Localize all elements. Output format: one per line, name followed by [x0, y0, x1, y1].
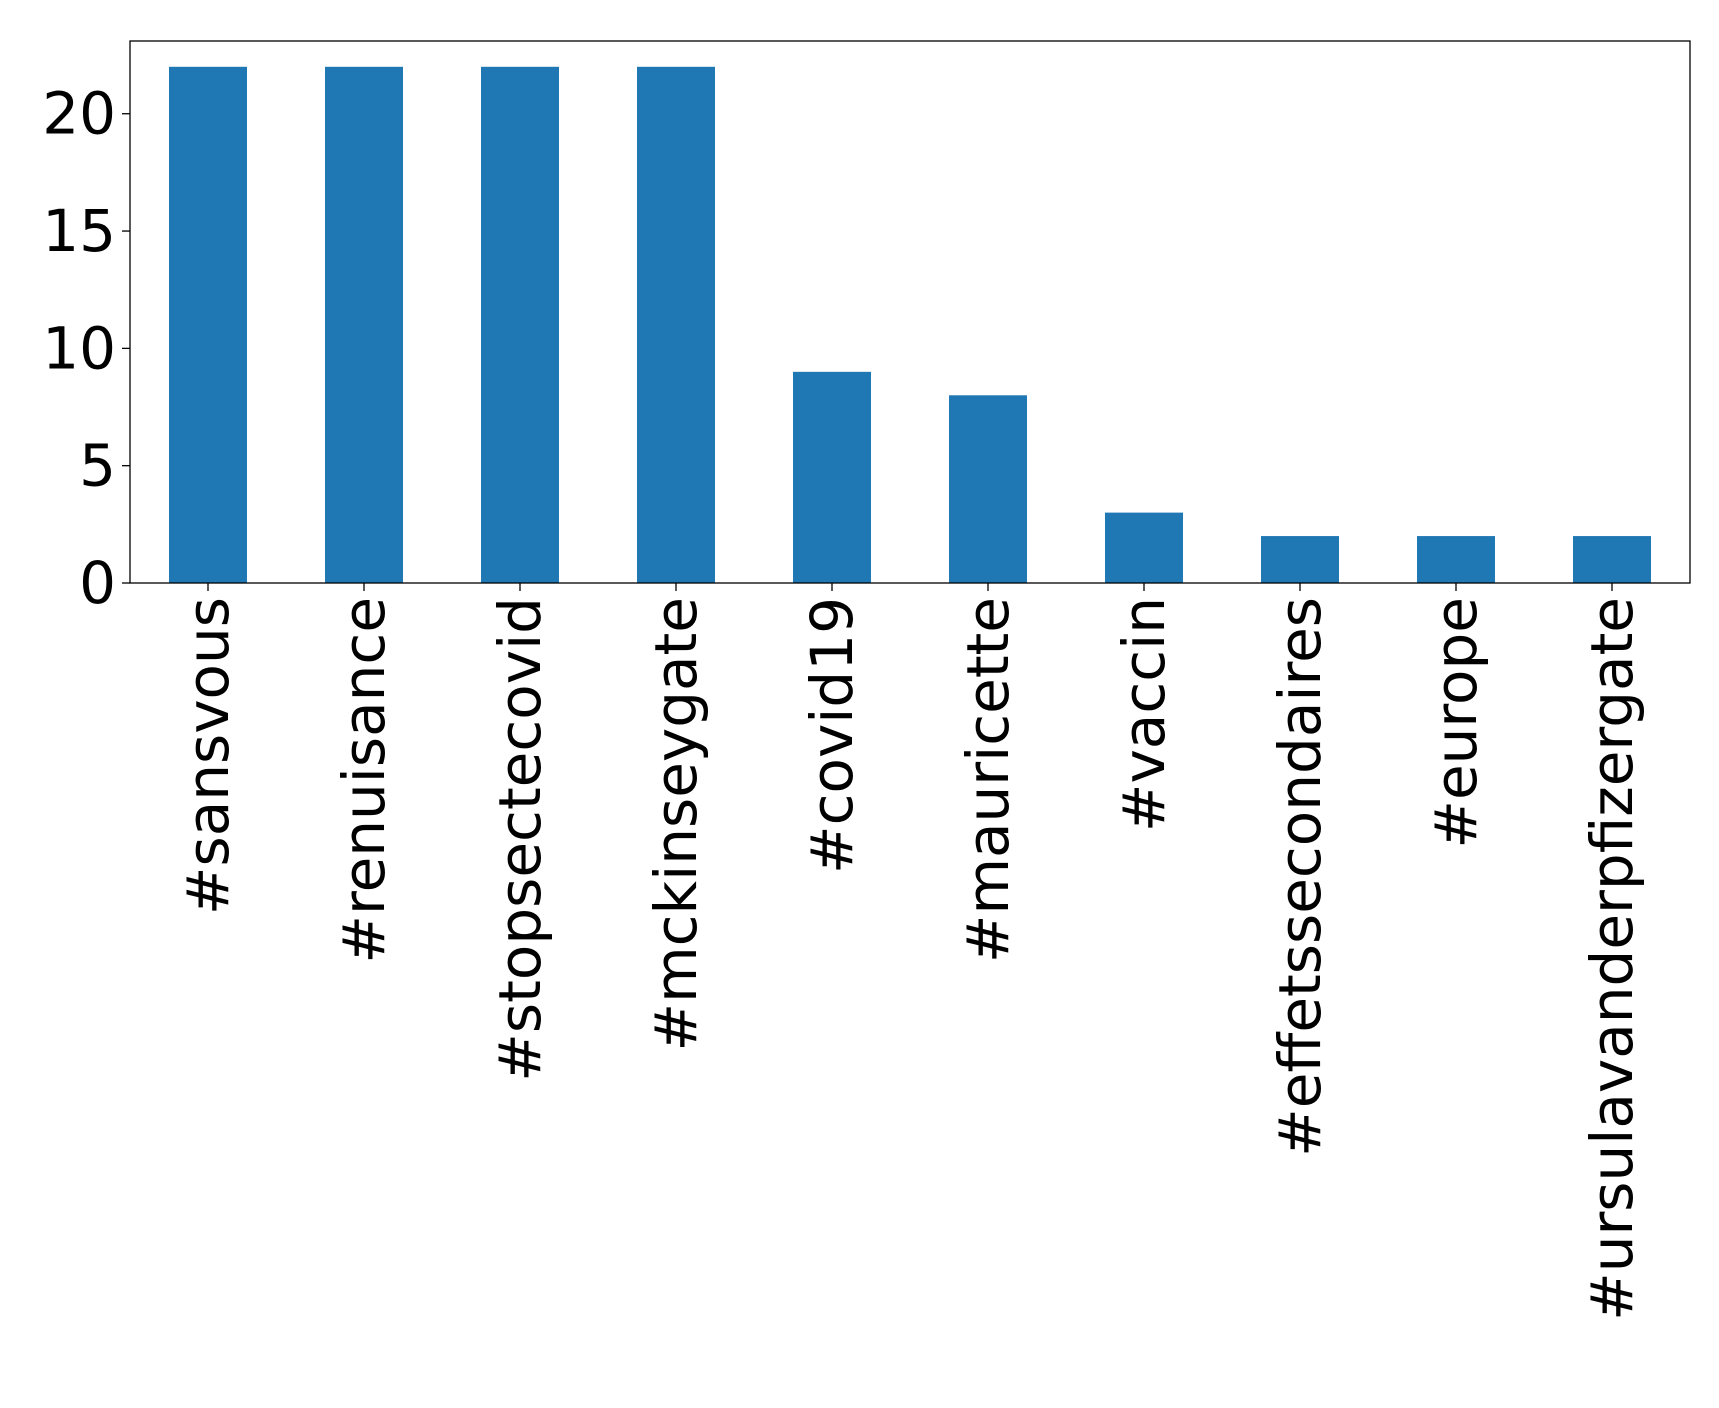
bar-mckinseygate [637, 66, 715, 584]
x-tick-label: #mckinseygate [642, 597, 710, 1051]
bar-covid19 [793, 371, 871, 583]
bar-stopsectecovid [481, 66, 559, 584]
x-tick-label: #renuisance [330, 597, 398, 964]
bar-renuisance [325, 66, 403, 584]
x-tick-label: #effetssecondaires [1266, 597, 1334, 1157]
y-tick-label: 10 [42, 314, 116, 382]
bar-sansvous [169, 66, 247, 584]
x-tick-label: #vaccin [1110, 597, 1178, 832]
bar-vaccin [1105, 512, 1183, 583]
y-tick-label: 20 [42, 80, 116, 148]
x-tick-label: #mauricette [954, 597, 1022, 963]
x-tick-label: #sansvous [174, 597, 242, 915]
x-tick-label: #covid19 [798, 597, 866, 874]
x-axis-ticks: #sansvous #renuisance #stopsectecovid #mcki… [174, 583, 1646, 1321]
bar-effetssecondaires [1261, 536, 1339, 583]
y-tick-label: 15 [42, 197, 116, 265]
plot-frame [129, 40, 1691, 584]
y-tick-label: 0 [79, 549, 116, 617]
bars-group [169, 66, 1651, 584]
bar-mauricette [949, 395, 1027, 583]
bar-ursulavanderpfizergate [1573, 536, 1651, 583]
y-tick-label: 5 [79, 432, 116, 500]
x-tick-label: #stopsectecovid [486, 597, 554, 1082]
x-tick-label: #europe [1422, 597, 1490, 849]
y-axis-ticks: 0 5 10 15 20 [42, 80, 130, 617]
bar-europe [1417, 536, 1495, 583]
x-tick-label: #ursulavanderpfizergate [1578, 597, 1646, 1321]
